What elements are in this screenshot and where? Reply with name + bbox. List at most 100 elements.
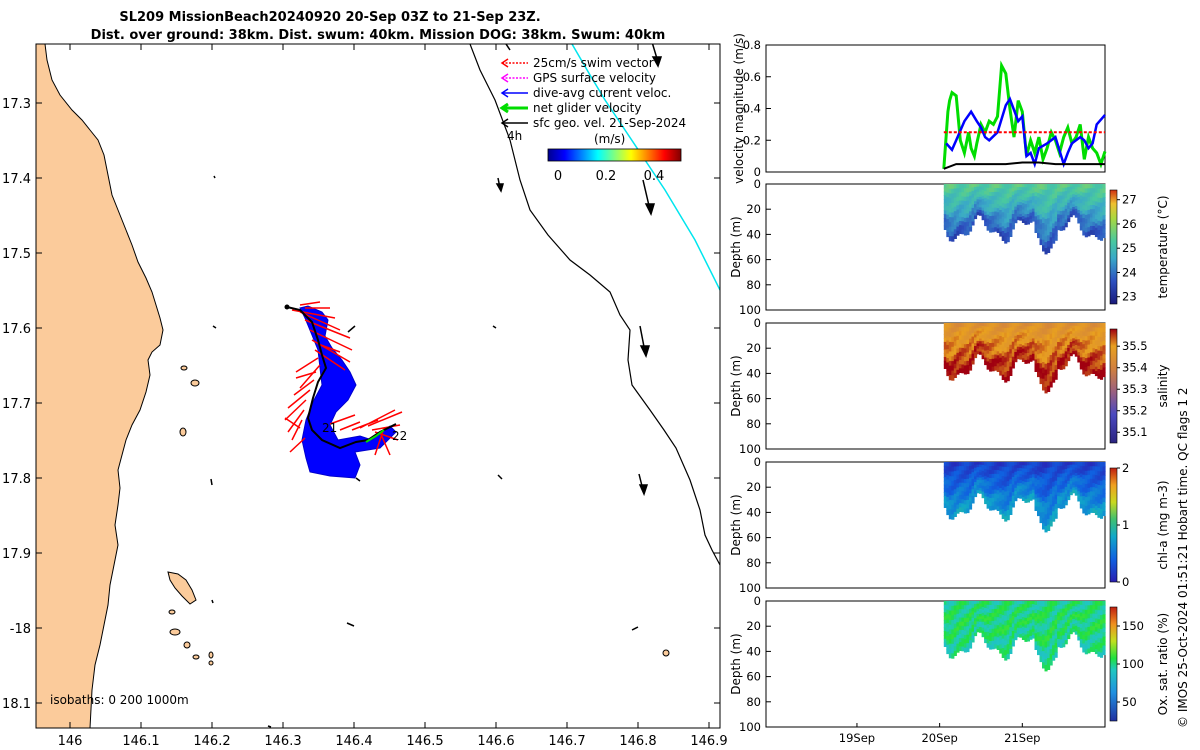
section-cell <box>1006 649 1010 655</box>
section-cell <box>979 189 983 193</box>
section-cell <box>1057 326 1061 332</box>
section-cell <box>1042 523 1046 530</box>
section-cell <box>1074 464 1078 469</box>
section-cell <box>976 189 980 193</box>
section-cell <box>1087 201 1091 207</box>
section-cell <box>1044 195 1048 202</box>
section-cell <box>1094 601 1098 606</box>
section-cell <box>1082 508 1086 514</box>
section-cell <box>1009 197 1013 203</box>
section-cell <box>1019 625 1023 629</box>
section-cell <box>1089 508 1093 513</box>
section-cell <box>1074 606 1078 610</box>
section-cell <box>1052 481 1056 488</box>
section-cell <box>1004 462 1008 468</box>
section-cell <box>1057 214 1061 219</box>
section-cell <box>971 340 975 344</box>
section-cell <box>1024 637 1028 642</box>
section-cell <box>953 197 957 203</box>
section-cell <box>1054 355 1058 362</box>
section-cell <box>1019 631 1023 635</box>
section-cell <box>1089 192 1093 198</box>
section-cell <box>976 479 980 484</box>
section-cell <box>1052 213 1056 220</box>
section-cell <box>1029 335 1033 340</box>
section-cell <box>994 465 998 471</box>
section-cell <box>1016 621 1020 626</box>
section-cell <box>986 349 990 355</box>
section-cell <box>1024 488 1028 493</box>
section-cell <box>989 601 993 606</box>
section-cell <box>1084 345 1088 350</box>
section-cell <box>953 507 957 513</box>
section-cell <box>1024 478 1028 483</box>
section-cell <box>1034 359 1038 364</box>
section-cell <box>1067 332 1071 337</box>
section-cell <box>958 355 962 361</box>
lon-tick-label: 146.5 <box>406 734 443 749</box>
section-cell <box>1092 491 1096 497</box>
section-cell <box>948 462 952 468</box>
section-cell <box>1026 329 1030 334</box>
section-cell <box>1001 202 1005 209</box>
section-cell <box>1004 362 1008 368</box>
section-cell <box>1039 219 1043 225</box>
section-cell <box>953 641 957 647</box>
section-cell <box>943 473 947 478</box>
section-cell <box>1009 349 1013 355</box>
section-cell <box>953 610 957 616</box>
section-cell <box>1026 217 1030 222</box>
section-cell <box>1057 623 1061 629</box>
section-cell <box>1014 481 1018 486</box>
section-cell <box>946 323 950 328</box>
section-cell <box>963 222 967 227</box>
section-cell <box>1042 517 1046 524</box>
colorbar-tick-label: 35.4 <box>1122 361 1148 375</box>
section-cell <box>979 325 983 329</box>
section-cell <box>943 341 947 347</box>
section-cell <box>1087 622 1091 628</box>
section-cell <box>999 340 1003 346</box>
section-cell <box>989 645 993 650</box>
section-cell <box>1057 357 1061 362</box>
section-cell <box>958 601 962 606</box>
section-cell <box>1100 226 1104 232</box>
section-cell <box>1054 485 1058 491</box>
section-cell <box>1052 462 1056 468</box>
section-cell <box>971 211 975 216</box>
section-cell <box>1019 329 1023 333</box>
section-cell <box>1016 184 1020 188</box>
section-cell <box>1074 475 1078 480</box>
section-cell <box>1062 210 1066 216</box>
section-cell <box>1004 506 1008 512</box>
section-cell <box>1082 601 1086 606</box>
section-cell <box>1079 342 1083 347</box>
section-cell <box>999 201 1003 207</box>
section-cell <box>1094 205 1098 211</box>
section-cell <box>1014 323 1018 327</box>
section-cell <box>1016 488 1020 493</box>
section-cell <box>943 357 947 362</box>
section-cell <box>1082 613 1086 619</box>
section-cell <box>1072 343 1076 347</box>
section-cell <box>1039 606 1043 612</box>
section-cell <box>1052 516 1056 522</box>
section-cell <box>1059 199 1063 204</box>
section-cell <box>956 462 960 467</box>
section-cell <box>1059 365 1063 370</box>
section-cell <box>1054 508 1058 515</box>
lat-tick-label: -18 <box>10 622 31 637</box>
section-cell <box>1001 216 1005 223</box>
section-ytick-label: 0 <box>754 594 761 608</box>
section-cell <box>1069 620 1073 624</box>
section-cell <box>1084 349 1088 355</box>
section-cell <box>1037 228 1041 234</box>
section-cell <box>981 204 985 209</box>
section-cell <box>976 209 980 213</box>
section-cell <box>1004 511 1008 517</box>
section-cell <box>1089 487 1093 492</box>
section-cell <box>989 192 993 197</box>
section-cell <box>1026 336 1030 341</box>
section-cell <box>1097 234 1101 240</box>
section-cell <box>994 497 998 502</box>
